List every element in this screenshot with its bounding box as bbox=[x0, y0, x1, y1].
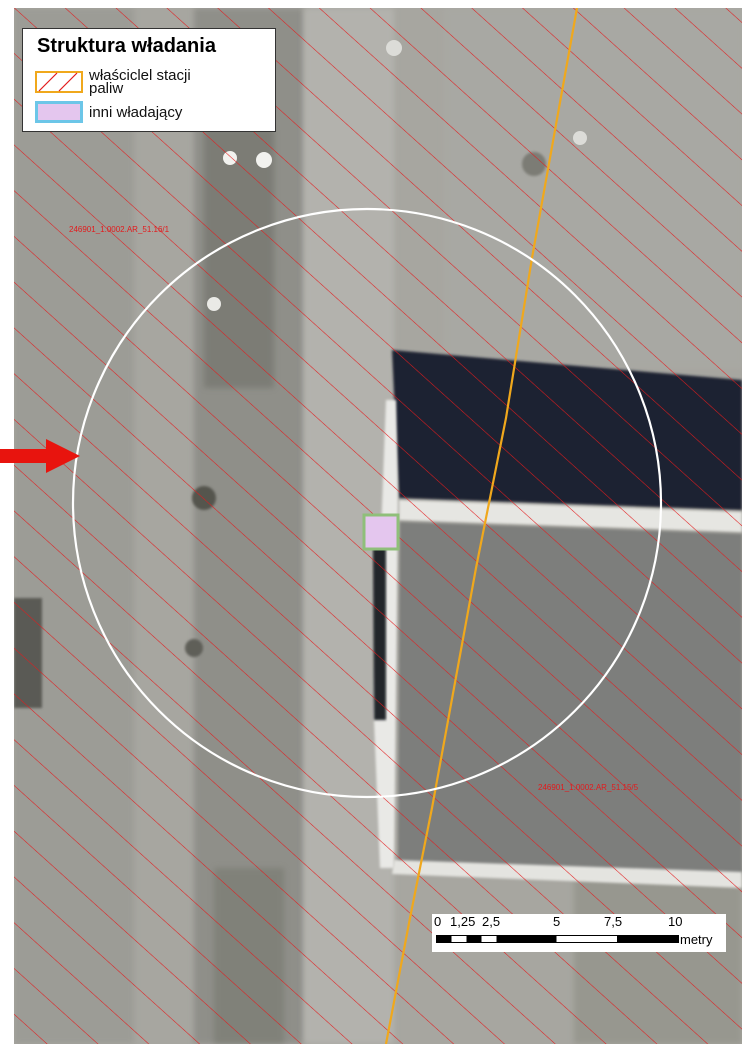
scale-bar-graphic bbox=[436, 935, 679, 943]
legend-symbol-pink-icon bbox=[35, 101, 83, 123]
scale-tick-5: 5 bbox=[553, 914, 561, 929]
legend-title: Struktura władania bbox=[37, 35, 216, 57]
map-view[interactable]: 246901_1.0002.AR_51.16/1 246901_1.0002.A… bbox=[14, 8, 742, 1044]
parcel-boundary-line bbox=[384, 8, 579, 1044]
other-owner-parcel[interactable] bbox=[362, 513, 400, 551]
map-legend: Struktura władania właściclel stacji pal… bbox=[22, 28, 276, 132]
scale-bar: 0 1,25 2,5 5 7,5 10 metry bbox=[432, 914, 726, 952]
parcel-label-16-1: 246901_1.0002.AR_51.16/1 bbox=[69, 225, 170, 234]
parcel-label-15-5: 246901_1.0002.AR_51.15/5 bbox=[538, 783, 639, 792]
scale-tick-2-5: 2,5 bbox=[482, 914, 501, 929]
scale-tick-10: 10 bbox=[668, 914, 683, 929]
red-arrow-icon bbox=[0, 439, 80, 473]
map-canvas bbox=[14, 8, 742, 1044]
legend-symbol-hatch-icon bbox=[35, 71, 83, 93]
legend-label-other-owners: inni władający bbox=[89, 104, 183, 121]
buffer-circle bbox=[71, 207, 663, 799]
scale-tick-1-25: 1,25 bbox=[450, 914, 476, 929]
legend-label-station-owner-line2: paliw bbox=[89, 80, 124, 97]
legend-label-station-owner-line1: właściclel stacji bbox=[89, 67, 191, 84]
scale-unit-label: metry bbox=[680, 932, 713, 947]
scale-tick-0: 0 bbox=[434, 914, 442, 929]
scale-tick-7-5: 7,5 bbox=[604, 914, 623, 929]
